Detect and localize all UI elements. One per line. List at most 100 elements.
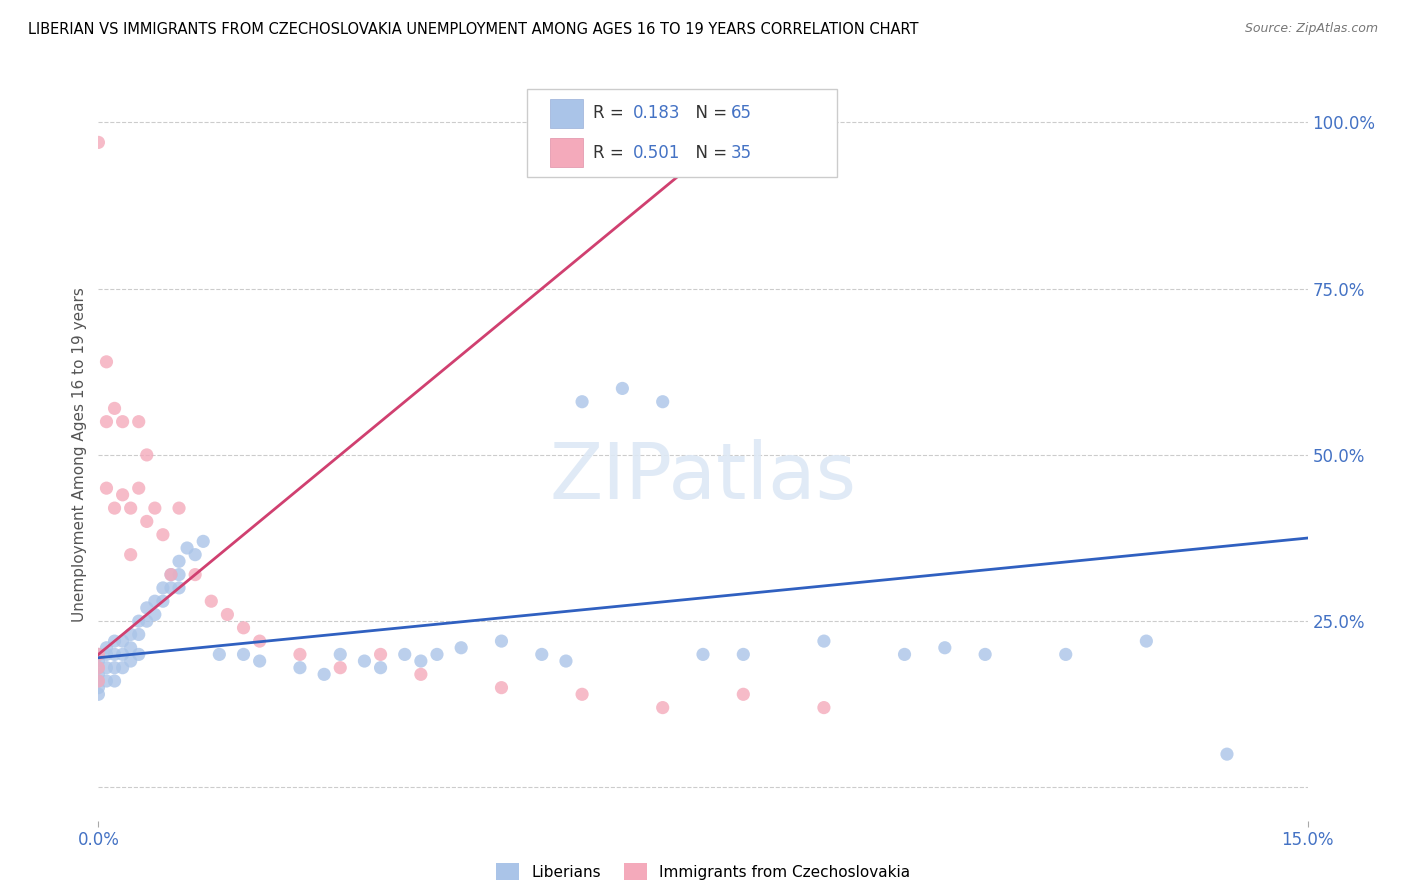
Point [87,648,110,662]
Point [370,661,392,675]
Point [193,534,215,549]
Point [87,673,110,688]
Point [120,640,142,655]
Point [103,501,125,516]
Point [143,501,166,516]
Point [120,654,142,668]
Point [167,581,190,595]
Point [103,673,125,688]
Point [128,627,150,641]
Point [152,581,174,595]
Point [893,648,915,662]
Point [128,481,150,495]
Point [491,634,513,648]
Point [143,607,166,622]
Point [87,661,110,675]
Point [1216,747,1239,761]
Point [555,654,578,668]
Text: N =: N = [685,144,733,161]
Point [288,648,311,662]
Point [409,654,432,668]
Point [120,548,142,562]
Point [200,594,222,608]
Point [87,673,110,688]
Point [288,661,311,675]
Point [87,661,110,675]
Point [135,448,157,462]
Point [120,501,142,516]
Point [103,634,125,648]
Point [370,648,392,662]
Point [103,401,125,416]
Point [152,527,174,541]
Point [974,648,997,662]
Point [96,661,118,675]
Point [87,667,110,681]
Point [612,381,634,395]
Point [111,661,134,675]
Point [176,541,198,555]
Point [128,614,150,628]
Text: R =: R = [593,104,630,122]
Point [87,654,110,668]
Point [111,648,134,662]
Point [813,700,835,714]
Point [1135,634,1157,648]
Point [426,648,449,662]
Point [249,634,271,648]
Point [160,567,183,582]
Point [167,567,190,582]
Point [152,594,174,608]
Legend: Liberians, Immigrants from Czechoslovakia: Liberians, Immigrants from Czechoslovaki… [489,857,917,886]
Point [571,687,593,701]
Point [314,667,336,681]
Point [934,640,956,655]
Point [128,415,150,429]
Point [87,681,110,695]
Point [103,648,125,662]
Text: 35: 35 [731,144,752,161]
Point [232,621,254,635]
Point [87,648,110,662]
Text: 65: 65 [731,104,752,122]
Point [96,481,118,495]
Point [208,648,231,662]
Point [184,567,207,582]
Y-axis label: Unemployment Among Ages 16 to 19 years: Unemployment Among Ages 16 to 19 years [72,287,87,623]
Text: 0.501: 0.501 [633,144,681,161]
Point [160,567,183,582]
Point [329,648,352,662]
Point [111,488,134,502]
Point [530,648,553,662]
Point [96,415,118,429]
Point [96,673,118,688]
Point [651,700,673,714]
Text: Source: ZipAtlas.com: Source: ZipAtlas.com [1244,22,1378,36]
Point [329,661,352,675]
Point [87,136,110,150]
Point [184,548,207,562]
Text: LIBERIAN VS IMMIGRANTS FROM CZECHOSLOVAKIA UNEMPLOYMENT AMONG AGES 16 TO 19 YEAR: LIBERIAN VS IMMIGRANTS FROM CZECHOSLOVAK… [28,22,918,37]
Point [160,581,183,595]
Point [96,355,118,369]
Point [651,394,673,409]
Point [111,634,134,648]
Point [167,501,190,516]
Point [96,648,118,662]
Point [409,667,432,681]
Point [167,554,190,568]
Point [394,648,416,662]
Point [232,648,254,662]
Point [120,627,142,641]
Point [733,687,755,701]
Point [571,394,593,409]
Point [249,654,271,668]
Point [128,648,150,662]
Text: 0.183: 0.183 [633,104,681,122]
Text: N =: N = [685,104,733,122]
Text: R =: R = [593,144,630,161]
Point [450,640,472,655]
Point [733,648,755,662]
Point [135,614,157,628]
Point [692,648,714,662]
